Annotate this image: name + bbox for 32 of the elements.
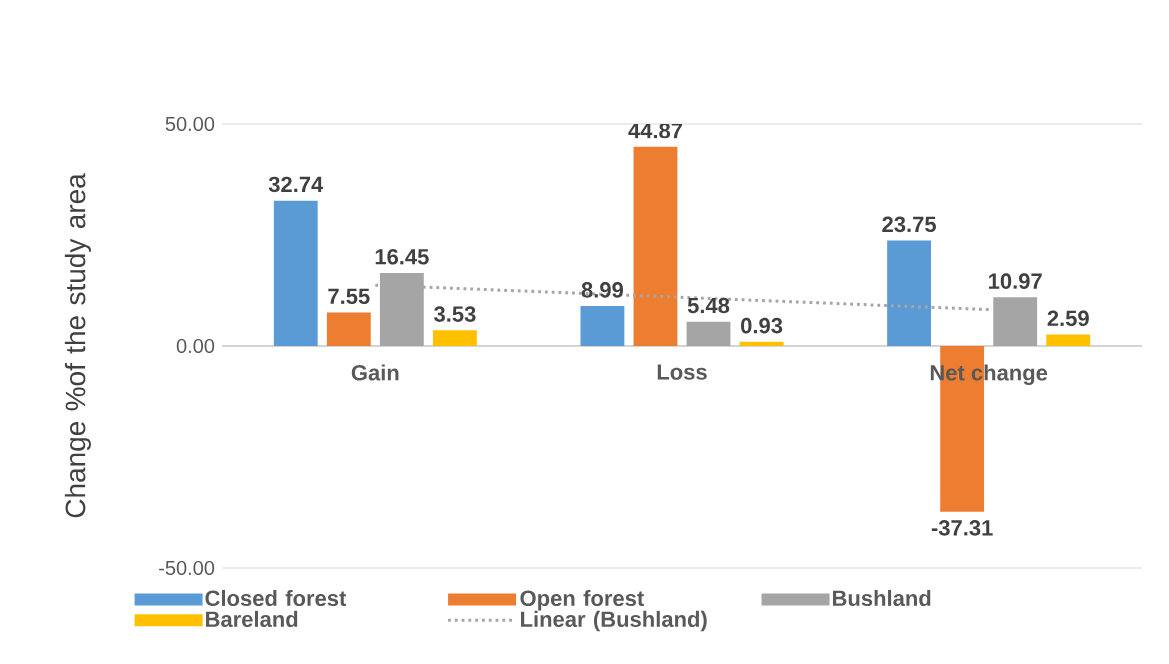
y-tick-label: 0.00 (176, 338, 215, 354)
y-tick-label: -50.00 (159, 560, 215, 576)
legend-label: Open forest (520, 589, 644, 611)
bar (432, 330, 477, 346)
data-label: 8.99 (581, 282, 624, 298)
legend-label: Bushland (833, 589, 931, 607)
data-label: 2.59 (1047, 310, 1089, 327)
bar (326, 312, 371, 346)
legend-label: Bareland (206, 610, 298, 628)
x-tick-label: Gain (351, 364, 399, 381)
data-label: 16.45 (375, 249, 429, 265)
y-tick-label: 50.00 (165, 116, 215, 132)
bar (580, 306, 625, 346)
bar (1046, 334, 1091, 346)
data-label: 3.53 (434, 306, 476, 322)
data-label: 23.75 (882, 216, 936, 233)
bar (686, 321, 731, 346)
data-label: -37.31 (931, 520, 993, 536)
bar (273, 200, 318, 346)
legend-label: Linear (Bushland) (521, 610, 707, 632)
bar (887, 240, 932, 346)
bar (993, 297, 1038, 346)
y-axis-title: Change %of the study area (64, 173, 91, 518)
data-label: 32.74 (268, 176, 324, 193)
bar (633, 146, 678, 346)
data-label: 5.48 (687, 297, 730, 314)
data-label: 0.93 (741, 317, 783, 334)
x-tick-label: Loss (657, 364, 707, 380)
data-label: 7.55 (328, 288, 370, 305)
bar (739, 341, 784, 346)
data-label: 10.97 (989, 273, 1042, 289)
legend-label: Closed forest (205, 589, 347, 607)
